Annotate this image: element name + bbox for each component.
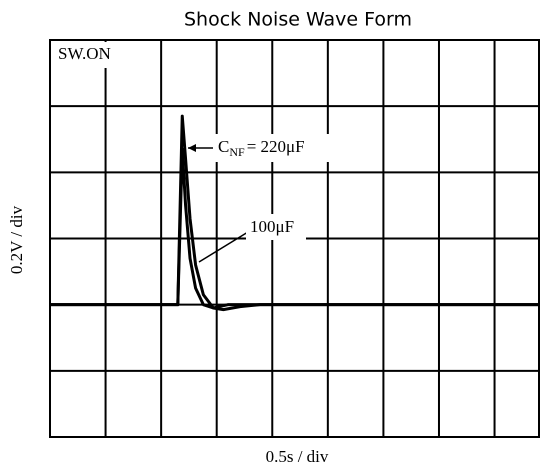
waveform bbox=[50, 147, 539, 310]
curves bbox=[50, 114, 539, 312]
x-axis-label: 0.5s / div bbox=[266, 447, 329, 466]
annotation-subscript: NF bbox=[229, 145, 245, 159]
y-axis-label: 0.2V / div bbox=[7, 205, 26, 274]
arrow bbox=[198, 231, 249, 263]
plot-frame bbox=[49, 39, 540, 438]
label-box bbox=[214, 134, 359, 162]
label-box bbox=[52, 42, 138, 68]
label-box bbox=[246, 214, 306, 240]
waveform bbox=[50, 114, 539, 312]
annotation: 100μF bbox=[250, 217, 294, 236]
annotation-suffix: = 220μF bbox=[247, 137, 305, 156]
chart-title: Shock Noise Wave Form bbox=[184, 9, 412, 31]
annotation: SW.ON bbox=[58, 44, 111, 63]
annotation-text: C bbox=[218, 137, 229, 156]
annotation: CNF = 220μF bbox=[218, 137, 305, 159]
arrow-head bbox=[188, 144, 196, 152]
